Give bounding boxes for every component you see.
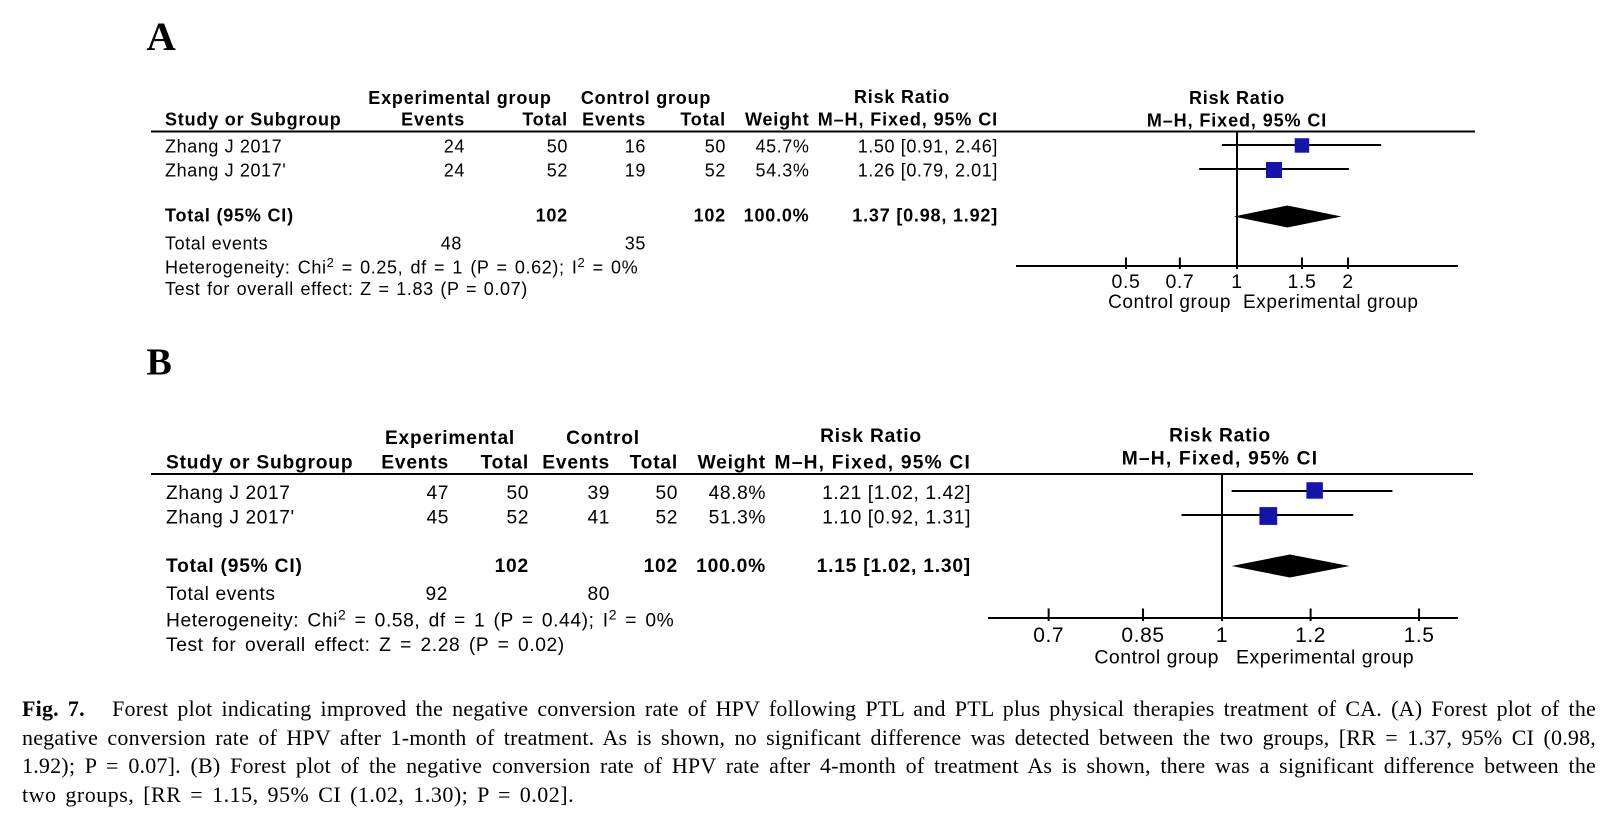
svg-text:1: 1 [1216, 624, 1228, 647]
svg-text:102: 102 [495, 556, 529, 577]
svg-text:52: 52 [506, 508, 529, 529]
svg-text:80: 80 [587, 584, 610, 605]
svg-text:45: 45 [426, 508, 449, 529]
svg-text:102: 102 [694, 205, 726, 225]
svg-text:Events: Events [401, 110, 465, 130]
svg-text:24: 24 [444, 136, 465, 156]
svg-text:50: 50 [705, 136, 726, 156]
svg-text:M–H, Fixed, 95% CI: M–H, Fixed, 95% CI [1122, 449, 1318, 470]
svg-text:0.7: 0.7 [1033, 624, 1064, 647]
svg-text:1.26 [0.79, 2.01]: 1.26 [0.79, 2.01] [858, 160, 998, 180]
svg-text:0.85: 0.85 [1121, 624, 1164, 647]
svg-text:Total: Total [481, 452, 529, 473]
svg-text:24: 24 [444, 160, 465, 180]
svg-text:Risk Ratio: Risk Ratio [1189, 88, 1285, 108]
svg-text:Zhang J 2017': Zhang J 2017' [166, 508, 295, 529]
svg-text:Events: Events [381, 452, 449, 473]
svg-text:Total: Total [680, 110, 726, 130]
svg-text:50: 50 [547, 136, 568, 156]
svg-text:Events: Events [542, 452, 610, 473]
svg-text:Control: Control [566, 428, 640, 449]
svg-text:92: 92 [425, 584, 448, 605]
svg-text:1.15 [1.02, 1.30]: 1.15 [1.02, 1.30] [817, 556, 971, 577]
svg-text:47: 47 [426, 483, 449, 504]
svg-text:Total (95% CI): Total (95% CI) [166, 556, 303, 577]
svg-text:Experimental group: Experimental group [1243, 292, 1419, 313]
svg-text:41: 41 [587, 508, 610, 529]
svg-text:Events: Events [582, 110, 646, 130]
svg-text:Experimental group: Experimental group [1236, 647, 1414, 669]
svg-text:100.0%: 100.0% [696, 556, 766, 577]
svg-text:1.21 [1.02, 1.42]: 1.21 [1.02, 1.42] [822, 483, 971, 504]
svg-text:Total events: Total events [166, 584, 276, 605]
svg-text:M–H, Fixed, 95% CI: M–H, Fixed, 95% CI [775, 452, 971, 473]
svg-text:Risk Ratio: Risk Ratio [854, 87, 950, 107]
svg-text:1.5: 1.5 [1404, 624, 1435, 647]
svg-text:Risk Ratio: Risk Ratio [820, 426, 922, 447]
svg-text:B: B [147, 341, 172, 383]
svg-text:52: 52 [705, 160, 726, 180]
svg-text:Control group: Control group [581, 88, 711, 108]
svg-text:Total: Total [522, 110, 568, 130]
svg-text:54.3%: 54.3% [755, 160, 809, 180]
svg-text:Total events: Total events [165, 233, 268, 253]
svg-text:1.37 [0.98, 1.92]: 1.37 [0.98, 1.92] [852, 205, 998, 225]
svg-text:A: A [147, 14, 176, 59]
svg-text:Zhang J 2017': Zhang J 2017' [165, 160, 286, 180]
svg-text:Weight: Weight [698, 452, 766, 473]
svg-text:45.7%: 45.7% [755, 136, 809, 156]
svg-text:102: 102 [644, 556, 678, 577]
svg-text:Test for overall effect: Z = 1: Test for overall effect: Z = 1.83 (P = 0… [165, 279, 528, 299]
svg-text:0.5: 0.5 [1112, 271, 1141, 293]
svg-text:Risk Ratio: Risk Ratio [1169, 425, 1271, 446]
svg-text:Heterogeneity: Chi2 = 0.58, df: Heterogeneity: Chi2 = 0.58, df = 1 (P = … [166, 607, 674, 632]
svg-text:1.10 [0.92, 1.31]: 1.10 [0.92, 1.31] [822, 508, 971, 529]
svg-text:Zhang J 2017: Zhang J 2017 [165, 136, 282, 156]
svg-text:Test for overall effect: Z = 2: Test for overall effect: Z = 2.28 (P = 0… [166, 635, 565, 656]
svg-text:39: 39 [587, 483, 610, 504]
svg-text:50: 50 [655, 483, 678, 504]
svg-text:1: 1 [1231, 271, 1242, 293]
svg-text:19: 19 [625, 160, 646, 180]
svg-text:2: 2 [1342, 271, 1353, 293]
svg-text:Total (95% CI): Total (95% CI) [165, 205, 294, 225]
svg-text:M–H, Fixed, 95% CI: M–H, Fixed, 95% CI [818, 110, 998, 130]
svg-text:16: 16 [625, 136, 646, 156]
svg-text:Study or Subgroup: Study or Subgroup [165, 110, 342, 130]
svg-text:50: 50 [506, 483, 529, 504]
svg-text:102: 102 [536, 205, 568, 225]
svg-text:Study or Subgroup: Study or Subgroup [166, 452, 353, 473]
svg-text:100.0%: 100.0% [744, 205, 810, 225]
svg-text:52: 52 [547, 160, 568, 180]
svg-text:52: 52 [655, 508, 678, 529]
svg-text:Total: Total [630, 452, 678, 473]
svg-text:35: 35 [625, 233, 646, 253]
svg-text:1.50 [0.91, 2.46]: 1.50 [0.91, 2.46] [858, 136, 998, 156]
svg-text:Heterogeneity: Chi2 = 0.25, df: Heterogeneity: Chi2 = 0.25, df = 1 (P = … [165, 255, 638, 278]
svg-text:Experimental group: Experimental group [368, 88, 551, 108]
svg-text:0.7: 0.7 [1165, 271, 1194, 293]
svg-text:48.8%: 48.8% [709, 483, 766, 504]
svg-text:M–H, Fixed, 95% CI: M–H, Fixed, 95% CI [1147, 111, 1327, 131]
svg-text:Control group: Control group [1094, 647, 1219, 669]
svg-text:51.3%: 51.3% [709, 508, 766, 529]
svg-text:Weight: Weight [745, 110, 809, 130]
svg-text:48: 48 [441, 233, 462, 253]
svg-text:1.2: 1.2 [1295, 624, 1326, 647]
svg-text:Zhang J 2017: Zhang J 2017 [166, 483, 291, 504]
svg-text:1.5: 1.5 [1288, 271, 1317, 293]
svg-text:Experimental: Experimental [385, 428, 515, 449]
svg-text:Control group: Control group [1108, 292, 1231, 313]
